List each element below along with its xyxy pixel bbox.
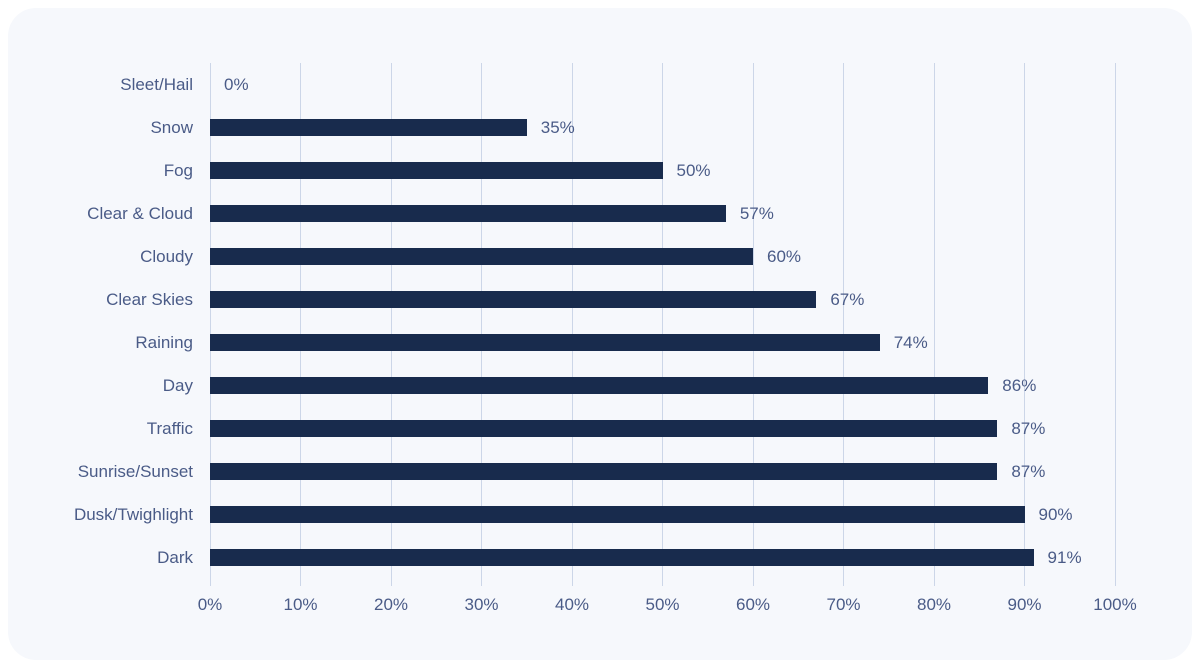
category-label: Sleet/Hail xyxy=(120,74,193,94)
x-tick-label: 100% xyxy=(1093,595,1137,614)
bar xyxy=(210,549,1034,566)
chart-row: Dusk/Twighlight 90% xyxy=(8,493,1192,536)
x-tick-label: 20% xyxy=(373,595,409,614)
x-tick-label: 60% xyxy=(735,595,771,614)
chart-row: Cloudy 60% xyxy=(8,235,1192,278)
x-tick-label: 30% xyxy=(464,595,499,614)
chart-row: Sleet/Hail 0% xyxy=(8,63,1192,106)
category-label: Day xyxy=(162,375,193,395)
x-tick-label: 70% xyxy=(826,595,861,614)
value-label: 91% xyxy=(1047,547,1082,567)
category-label: Dark xyxy=(157,547,193,567)
bar-track: 35% xyxy=(210,106,1115,149)
bar xyxy=(210,291,817,308)
bar-track: 87% xyxy=(210,450,1115,493)
bar xyxy=(210,162,663,179)
bar xyxy=(210,506,1025,523)
x-tick-label: 10% xyxy=(283,595,318,614)
chart-row: Dark 91% xyxy=(8,536,1192,579)
bar-track: 91% xyxy=(210,536,1115,579)
value-label: 35% xyxy=(540,117,575,137)
bar xyxy=(210,463,998,480)
chart-row: Fog 50% xyxy=(8,149,1192,192)
bar-track: 86% xyxy=(210,364,1115,407)
bar-track: 0% xyxy=(210,63,1115,106)
value-label: 57% xyxy=(739,203,774,223)
value-label: 87% xyxy=(1011,418,1046,438)
bar xyxy=(210,334,880,351)
category-label: Dusk/Twighlight xyxy=(73,504,193,524)
category-label: Clear Skies xyxy=(106,289,193,309)
x-tick-label: 90% xyxy=(1007,595,1042,614)
category-label: Raining xyxy=(135,332,193,352)
bar-track: 50% xyxy=(210,149,1115,192)
value-label: 87% xyxy=(1011,461,1046,481)
chart-row: Sunrise/Sunset 87% xyxy=(8,450,1192,493)
chart-row: Day 86% xyxy=(8,364,1192,407)
category-label: Fog xyxy=(163,160,193,180)
bar-track: 87% xyxy=(210,407,1115,450)
category-label: Traffic xyxy=(146,418,193,438)
chart-rows: Sleet/Hail 0% Snow 35% Fog 50% Clear & Cloud 57… xyxy=(8,63,1192,579)
value-label: 90% xyxy=(1038,504,1073,524)
bar-track: 60% xyxy=(210,235,1115,278)
category-label: Sunrise/Sunset xyxy=(77,461,193,481)
value-label: 67% xyxy=(830,289,865,309)
chart-card: Sleet/Hail 0% Snow 35% Fog 50% Clear & Cloud 57… xyxy=(8,8,1192,660)
bar-chart: Sleet/Hail 0% Snow 35% Fog 50% Clear & Cloud 57… xyxy=(8,8,1192,617)
bar xyxy=(210,420,998,437)
chart-row: Traffic 87% xyxy=(8,407,1192,450)
value-label: 60% xyxy=(767,246,802,266)
bar-track: 57% xyxy=(210,192,1115,235)
bar-track: 67% xyxy=(210,278,1115,321)
chart-row: Clear Skies 67% xyxy=(8,278,1192,321)
chart-row: Clear & Cloud 57% xyxy=(8,192,1192,235)
category-label: Clear & Cloud xyxy=(87,203,193,223)
bar-track: 74% xyxy=(210,321,1115,364)
bar xyxy=(210,377,989,394)
chart-row: Raining 74% xyxy=(8,321,1192,364)
value-label: 74% xyxy=(893,332,928,352)
category-label: Cloudy xyxy=(140,246,193,266)
bar xyxy=(210,119,527,136)
value-label: 86% xyxy=(1002,375,1037,395)
value-label: 0% xyxy=(224,74,249,94)
x-tick-label: 0% xyxy=(197,595,223,614)
value-label: 50% xyxy=(676,160,711,180)
x-tick-label: 50% xyxy=(645,595,680,614)
x-axis: 0% 10% 20% 30% 40% 50% 60% 70% 80% 90% 100% xyxy=(198,595,1137,617)
bar xyxy=(210,205,726,222)
chart-row: Snow 35% xyxy=(8,106,1192,149)
bar xyxy=(210,248,753,265)
category-label: Snow xyxy=(150,117,193,137)
x-tick-label: 80% xyxy=(916,595,952,614)
x-tick-label: 40% xyxy=(554,595,590,614)
bar-track: 90% xyxy=(210,493,1115,536)
